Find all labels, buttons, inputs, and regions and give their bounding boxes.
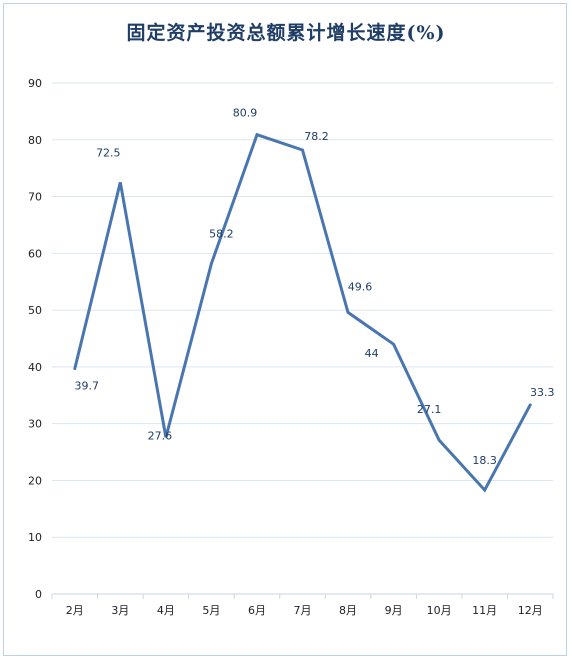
data-label: 33.3 — [530, 386, 555, 399]
x-tick-label: 5月 — [202, 604, 220, 617]
y-tick-label: 20 — [28, 474, 42, 487]
x-tick-label: 6月 — [248, 604, 266, 617]
data-label: 27.6 — [148, 429, 173, 442]
data-label: 80.9 — [233, 107, 258, 120]
y-tick-label: 40 — [28, 361, 42, 374]
y-tick-label: 30 — [28, 418, 42, 431]
data-label: 72.5 — [96, 146, 121, 159]
y-tick-label: 70 — [28, 191, 42, 204]
x-tick-label: 10月 — [427, 604, 452, 617]
data-label: 27.1 — [417, 403, 442, 416]
y-tick-label: 80 — [28, 134, 42, 147]
x-tick-label: 11月 — [472, 604, 497, 617]
y-tick-label: 0 — [35, 588, 42, 601]
data-labels: 39.7 72.5 27.6 58.2 80.9 78.2 49.6 44 27.1 18.3 33… — [75, 107, 555, 467]
x-axis-ticks: 2月 3月 4月 5月 6月 7月 8月 9月 10月 11月 12月 — [66, 604, 543, 617]
x-tick-label: 4月 — [157, 604, 175, 617]
x-tick-label: 2月 — [66, 604, 84, 617]
y-tick-label: 50 — [28, 304, 42, 317]
y-axis-ticks: 0 10 20 30 40 50 60 70 80 90 — [28, 77, 42, 601]
chart-title: 固定资产投资总额累计增长速度(%) — [126, 22, 446, 44]
x-tick-label: 8月 — [339, 604, 357, 617]
data-label: 58.2 — [209, 228, 234, 241]
grid-layer — [51, 82, 554, 599]
series-layer — [73, 132, 532, 493]
series-line — [73, 132, 532, 493]
data-label: 18.3 — [472, 454, 497, 467]
y-tick-label: 90 — [28, 77, 42, 90]
x-tick-label: 7月 — [294, 604, 312, 617]
data-label: 78.2 — [304, 130, 329, 143]
x-tick-label: 12月 — [518, 604, 543, 617]
data-label: 44 — [365, 347, 379, 360]
y-tick-label: 10 — [28, 531, 42, 544]
x-tick-label: 3月 — [111, 604, 129, 617]
data-label: 49.6 — [348, 280, 373, 293]
y-tick-label: 60 — [28, 247, 42, 260]
data-label: 39.7 — [75, 380, 100, 393]
chart-frame — [3, 3, 567, 656]
x-tick-label: 9月 — [385, 604, 403, 617]
